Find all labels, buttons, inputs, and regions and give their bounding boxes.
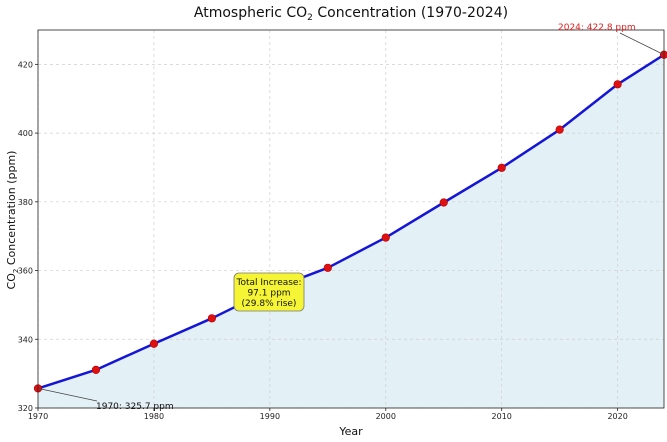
chart-title: Atmospheric CO2 Concentration (1970-2024… <box>194 5 508 23</box>
total-increase-box <box>233 272 305 312</box>
total-increase-line-1: Total Increase: <box>236 278 302 288</box>
data-point-2000 <box>381 233 390 242</box>
y-tick-label-380: 380 <box>18 198 33 207</box>
x-tick-label-2010: 2010 <box>492 412 512 421</box>
data-point-1975 <box>91 365 101 374</box>
data-point-2010 <box>497 163 506 172</box>
total-increase-line-3: (29.8% rise) <box>242 299 297 309</box>
series-line-co2 <box>37 53 665 390</box>
data-point-2020 <box>613 80 622 89</box>
data-point-1980 <box>149 339 159 348</box>
y-tick-label-360: 360 <box>18 267 33 276</box>
x-tick-label-1990: 1990 <box>260 412 280 421</box>
x-tick-label-2000: 2000 <box>376 412 396 421</box>
x-axis-label: Year <box>338 425 363 438</box>
end-annotation-arrow <box>619 32 665 56</box>
data-point-1985 <box>207 314 216 323</box>
y-tick-label-420: 420 <box>18 60 33 69</box>
y-tick-label-340: 340 <box>18 335 33 344</box>
end-annotation: 2024: 422.8 ppm <box>558 23 636 33</box>
y-tick-label-320: 320 <box>18 404 33 413</box>
x-tick-label-1970: 1970 <box>28 412 48 421</box>
data-point-1995 <box>323 263 332 272</box>
start-annotation-arrow <box>37 388 98 402</box>
start-annotation: 1970: 325.7 ppm <box>96 402 174 412</box>
y-tick-label-400: 400 <box>18 129 33 138</box>
data-point-2015 <box>555 125 564 134</box>
total-increase-line-2: 97.1 ppm <box>247 289 290 299</box>
x-tick-label-1980: 1980 <box>144 412 164 421</box>
y-axis-label: CO2 Concentration (ppm) <box>5 151 20 290</box>
plot-frame <box>37 29 665 409</box>
data-point-2005 <box>439 198 448 207</box>
area-fill <box>38 54 664 408</box>
x-tick-label-2020: 2020 <box>607 412 627 421</box>
